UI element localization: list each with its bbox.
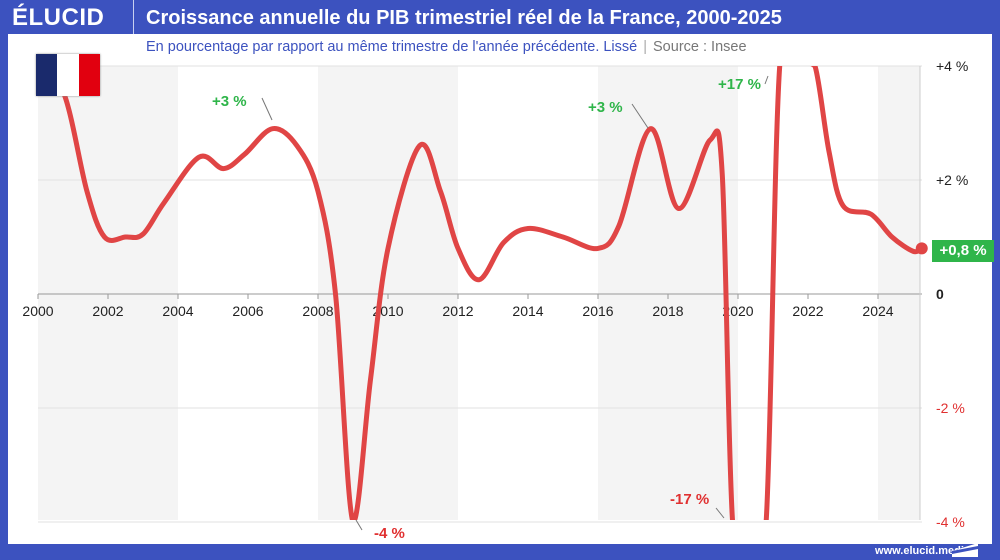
x-tick-label: 2016 (582, 303, 613, 319)
y-tick-label: +4 % (936, 58, 968, 74)
x-tick-label: 2000 (22, 303, 53, 319)
y-tick-label: -2 % (936, 400, 965, 416)
gdp-growth-line (38, 66, 925, 520)
x-tick-label: 2018 (652, 303, 683, 319)
x-tick-label: 2006 (232, 303, 263, 319)
chart-subtitle: En pourcentage par rapport au même trime… (146, 39, 747, 55)
y-tick-label: 0 (936, 286, 944, 302)
annotation-leader (764, 75, 769, 85)
x-tick-label: 2014 (512, 303, 543, 319)
background-band (598, 66, 738, 520)
annotation-label: +17 % (718, 76, 761, 93)
last-value-dot (915, 242, 928, 255)
x-tick-label: 2004 (162, 303, 193, 319)
annotation-label: -17 % (670, 491, 709, 508)
flag-stripe-red (78, 54, 100, 96)
annotation-leader (261, 97, 273, 121)
footer-url[interactable]: www.elucid.media (875, 545, 970, 557)
annotation-leader (631, 103, 649, 129)
chart-title: Croissance annuelle du PIB trimestriel r… (146, 7, 782, 29)
y-tick-label: +2 % (936, 172, 968, 188)
x-tick-label: 2008 (302, 303, 333, 319)
header: ÉLUCID Croissance annuelle du PIB trimes… (0, 0, 1000, 34)
background-band (38, 66, 178, 520)
flag-stripe-white (57, 54, 79, 96)
background-band (318, 66, 458, 520)
flag-stripe-blue (36, 54, 58, 96)
background-band (878, 66, 920, 520)
header-divider (133, 0, 134, 34)
x-tick-label: 2024 (862, 303, 893, 319)
source-text: Source : Insee (653, 39, 747, 55)
subtitle-text: En pourcentage par rapport au même trime… (146, 39, 638, 55)
annotation-leader (355, 519, 363, 531)
annotation-label: -4 % (374, 525, 405, 542)
y-tick-label: -4 % (936, 514, 965, 530)
annotation-leader (715, 507, 725, 519)
subtitle-separator: | (643, 39, 648, 55)
elucid-mark-icon (952, 543, 978, 557)
last-value-tag: +0,8 % (932, 240, 994, 262)
x-tick-label: 2022 (792, 303, 823, 319)
x-tick-label: 2012 (442, 303, 473, 319)
elucid-logo: ÉLUCID (12, 4, 105, 31)
x-tick-label: 2020 (722, 303, 753, 319)
annotation-label: +3 % (588, 99, 623, 116)
x-tick-label: 2002 (92, 303, 123, 319)
france-flag-icon (36, 54, 100, 96)
annotation-label: +3 % (212, 93, 247, 110)
